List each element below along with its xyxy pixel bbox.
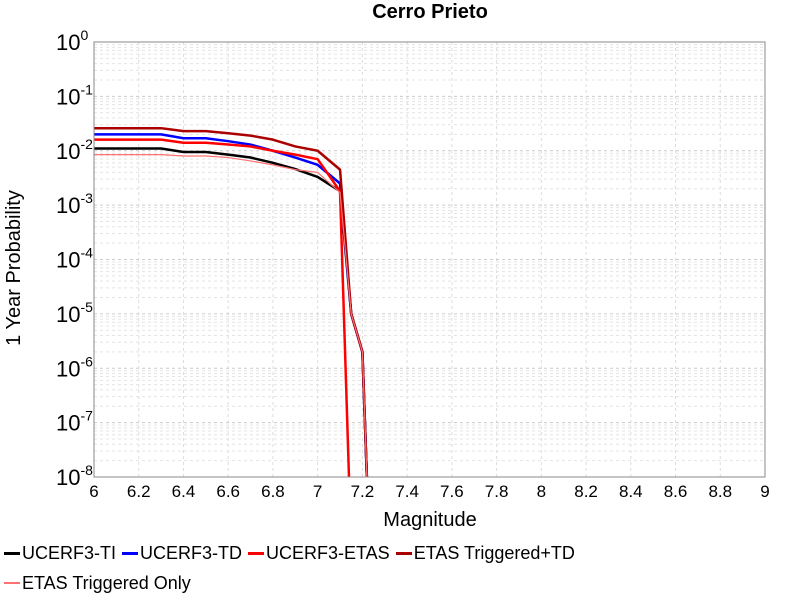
plot-frame (93, 41, 766, 478)
y-tick-label: 10-8 (56, 462, 93, 490)
y-tick-base: 10 (56, 248, 80, 273)
legend-item: UCERF3-ETAS (248, 543, 390, 564)
x-tick-label: 6.2 (127, 482, 151, 501)
y-tick-label: 100 (56, 27, 88, 55)
legend-label: ETAS Triggered+TD (413, 542, 575, 563)
y-tick-exponent: -2 (80, 136, 93, 152)
y-tick-exponent: 0 (80, 27, 88, 43)
series-layer (94, 126, 369, 478)
legend-label: UCERF3-ETAS (266, 542, 390, 563)
x-tick-label: 6.8 (261, 482, 285, 501)
x-tick-label: 7.6 (440, 482, 464, 501)
legend-item: UCERF3-TI (4, 543, 116, 564)
legend-swatch (4, 551, 20, 555)
legend-label: UCERF3-TD (140, 542, 242, 563)
series-line-ucerf3-ti (94, 147, 369, 478)
x-tick-label: 7.4 (395, 482, 419, 501)
legend-item: ETAS Triggered Only (4, 573, 191, 594)
y-tick-label: 10-1 (56, 81, 93, 109)
x-tick-label: 6 (89, 482, 98, 501)
x-tick-label: 6.4 (172, 482, 196, 501)
legend-label: UCERF3-TI (22, 542, 116, 563)
x-tick-labels: 6 6.2 6.4 6.6 6.8 7 7.2 7.4 7.6 7.8 8 8.2 8.4 8.6 8.8 9 (89, 482, 769, 501)
series-line-etas-triggered-td (94, 126, 369, 478)
y-tick-exponent: -6 (80, 353, 93, 369)
chart-title: Cerro Prieto (372, 1, 488, 23)
legend-item: ETAS Triggered+TD (395, 542, 575, 564)
y-tick-exponent: -7 (80, 408, 93, 424)
x-tick-label: 7.8 (485, 482, 509, 501)
x-tick-label: 9 (760, 482, 769, 501)
y-tick-label: 10-4 (56, 245, 93, 273)
x-axis-label: Magnitude (383, 509, 476, 531)
y-tick-base: 10 (56, 193, 80, 218)
x-tick-label: 8.2 (574, 482, 598, 501)
y-tick-exponent: -8 (80, 462, 93, 478)
x-tick-label: 8.4 (619, 482, 643, 501)
y-tick-base: 10 (56, 356, 80, 381)
legend-row: UCERF3-TI UCERF3-TD UCERF3-ETAS ETAS Trigge… (4, 538, 794, 568)
chart: Cerro Prieto 6 6.2 6.4 6.6 6.8 7 7.2 7.4 7.6 7.8 8… (3, 1, 770, 531)
legend-swatch (4, 582, 20, 584)
series-line-ucerf3-td (94, 133, 369, 478)
y-tick-label: 10-5 (56, 299, 93, 327)
y-tick-label: 10-6 (56, 353, 93, 381)
y-tick-base: 10 (56, 30, 80, 55)
y-tick-base: 10 (56, 84, 80, 109)
y-tick-exponent: -1 (80, 81, 93, 97)
legend-label: ETAS Triggered Only (22, 572, 191, 593)
legend-swatch (248, 551, 264, 555)
y-tick-exponent: -5 (80, 299, 93, 315)
y-axis-label: 1 Year Probability (3, 190, 25, 346)
y-tick-label: 10-7 (56, 408, 93, 436)
y-tick-exponent: -3 (80, 190, 93, 206)
y-tick-base: 10 (56, 465, 80, 490)
series-line-ucerf3-etas (94, 138, 351, 478)
grid (93, 42, 766, 478)
y-tick-base: 10 (56, 302, 80, 327)
legend: UCERF3-TI UCERF3-TD UCERF3-ETAS ETAS Trigge… (4, 538, 794, 598)
x-tick-label: 7.2 (351, 482, 375, 501)
x-tick-label: 8 (537, 482, 546, 501)
legend-swatch (395, 551, 412, 555)
y-tick-base: 10 (56, 139, 80, 164)
y-tick-label: 10-3 (56, 190, 93, 218)
x-tick-label: 7 (313, 482, 322, 501)
y-tick-exponent: -4 (80, 245, 93, 261)
y-tick-label: 10-2 (56, 136, 93, 164)
x-tick-label: 8.6 (664, 482, 688, 501)
y-tick-base: 10 (56, 411, 80, 436)
legend-item: UCERF3-TD (122, 543, 242, 564)
x-tick-label: 8.8 (708, 482, 732, 501)
x-tick-label: 6.6 (216, 482, 240, 501)
series-line-etas-triggered-only (94, 153, 368, 478)
legend-row: ETAS Triggered Only (4, 568, 794, 598)
legend-swatch (122, 551, 138, 555)
